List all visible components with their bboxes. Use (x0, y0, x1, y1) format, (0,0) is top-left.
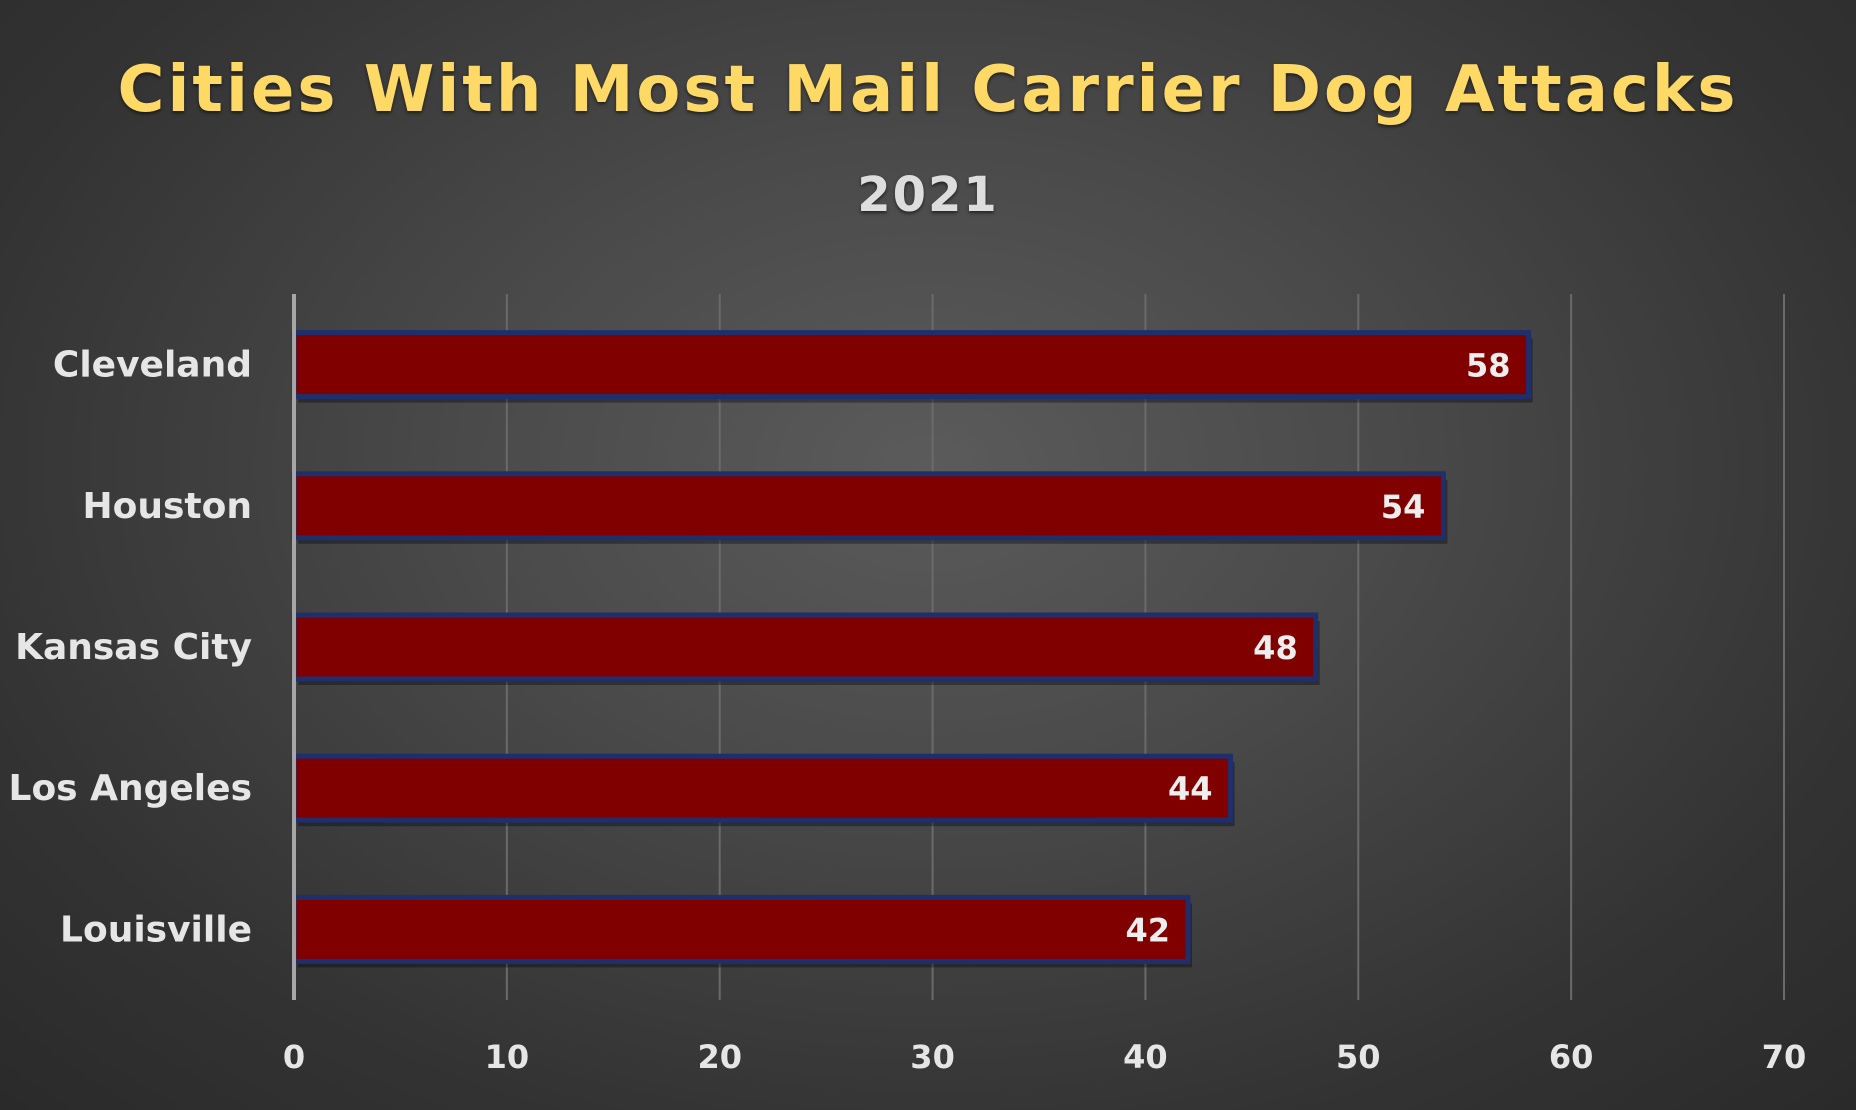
data-label-5: 42 (1125, 911, 1170, 949)
x-tick-label-20: 20 (697, 1038, 742, 1076)
bar-2 (291, 471, 1446, 541)
chart-title-text: Cities With Most Mail Carrier Dog Attack… (117, 53, 1739, 127)
x-tick-label-30: 30 (910, 1038, 955, 1076)
chart-subtitle: 2021 (857, 167, 999, 223)
data-label-4: 44 (1168, 770, 1213, 808)
x-tick-label-10: 10 (485, 1038, 530, 1076)
x-tick-label-70: 70 (1762, 1038, 1807, 1076)
x-tick-label-50: 50 (1336, 1038, 1381, 1076)
x-tick-label-40: 40 (1123, 1038, 1168, 1076)
category-label-4: Los Angeles (9, 768, 253, 809)
data-label-3: 48 (1253, 629, 1298, 667)
x-tick-label-60: 60 (1549, 1038, 1594, 1076)
bar-3 (291, 612, 1319, 682)
category-label-1: Cleveland (53, 345, 252, 386)
data-label-1: 58 (1466, 347, 1511, 385)
category-label-2: Houston (83, 486, 253, 527)
bar-1 (291, 330, 1532, 400)
category-label-5: Louisville (60, 909, 252, 950)
x-tick-label-0: 0 (283, 1038, 305, 1076)
bar-4 (291, 753, 1234, 823)
chart-title: Cities With Most Mail Carrier Dog Attack… (0, 40, 1856, 245)
data-label-2: 54 (1381, 488, 1426, 526)
category-label-3: Kansas City (15, 627, 252, 668)
bar-5 (291, 894, 1191, 964)
bars (291, 330, 1533, 968)
labels: 0 10 20 30 40 50 60 70 58 Cleveland 54 Houston 48 Kan… (9, 345, 1807, 1076)
